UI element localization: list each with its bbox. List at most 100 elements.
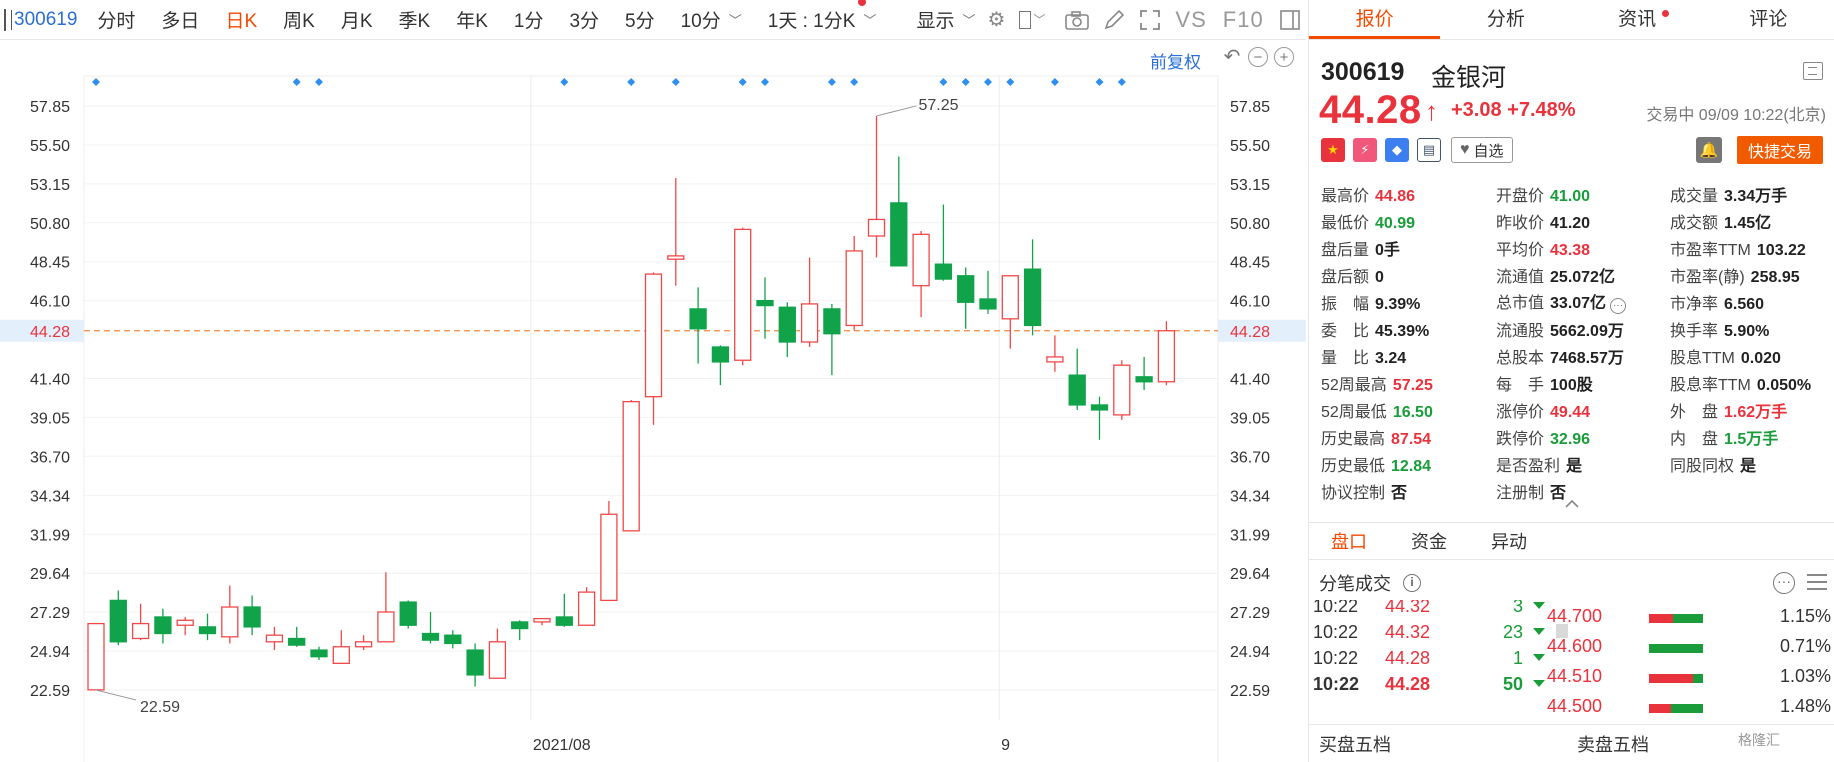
tab-news[interactable]: 资讯	[1572, 0, 1703, 39]
candlestick-chart[interactable]: 57.85 57.85 55.50 55.50 53.15 53.15 50.80 50.80…	[0, 40, 1306, 762]
tab-quarterly-k[interactable]: 季K	[398, 11, 431, 32]
collapse-chevron-icon[interactable]	[1565, 500, 1579, 508]
info-icon[interactable]: i	[1403, 574, 1421, 592]
candle-body[interactable]	[1046, 356, 1064, 363]
event-marker-icon[interactable]	[1095, 78, 1104, 86]
tab-weekly-k[interactable]: 周K	[283, 11, 315, 32]
tab-daily-k[interactable]: 日K	[225, 11, 258, 32]
tab-yidong[interactable]: 异动	[1491, 532, 1527, 552]
candle-body[interactable]	[845, 250, 863, 327]
candle-body[interactable]	[265, 634, 284, 643]
candle-body[interactable]	[131, 622, 150, 640]
candle-body[interactable]	[734, 228, 752, 361]
event-marker-icon[interactable]	[627, 78, 636, 86]
event-marker-icon[interactable]	[738, 78, 747, 86]
sidebar-toggle-icon[interactable]	[1279, 7, 1300, 33]
candle-body[interactable]	[577, 591, 596, 626]
event-marker-icon[interactable]	[315, 78, 323, 86]
candle-body[interactable]	[1023, 268, 1042, 327]
display-chevron-icon[interactable]: ﹀	[962, 13, 976, 28]
candle-body[interactable]	[221, 606, 239, 638]
fuquan-toggle[interactable]: 前复权	[1150, 53, 1201, 72]
event-marker-icon[interactable]	[560, 78, 569, 86]
zoom-out-icon[interactable]: −	[1248, 47, 1268, 67]
event-marker-icon[interactable]	[984, 78, 992, 86]
list-icon[interactable]	[1807, 574, 1827, 590]
candle-body[interactable]	[198, 626, 217, 635]
candle-body[interactable]	[533, 617, 551, 623]
candle-body[interactable]	[912, 233, 930, 287]
event-marker-icon[interactable]	[1117, 78, 1126, 86]
note-icon[interactable]: ▤	[1417, 138, 1441, 162]
candle-body[interactable]	[154, 616, 172, 635]
camera-icon[interactable]	[1065, 7, 1090, 33]
menu-icon[interactable]	[1803, 62, 1823, 80]
more-icon[interactable]: ···	[1773, 572, 1795, 594]
candle-body[interactable]	[711, 346, 730, 363]
candle-body[interactable]	[243, 606, 261, 628]
candle-body[interactable]	[622, 400, 640, 532]
candle-body[interactable]	[109, 599, 127, 643]
event-marker-icon[interactable]	[1006, 78, 1015, 86]
candle-body[interactable]	[354, 641, 373, 648]
event-marker-icon[interactable]	[850, 78, 859, 86]
tab-pankou[interactable]: 盘口	[1331, 532, 1367, 552]
square-style-icon[interactable]: ﹀	[1019, 7, 1045, 33]
fullscreen-icon[interactable]	[1139, 7, 1161, 33]
more-periods-chevron-icon[interactable]: ﹀	[728, 13, 742, 28]
event-marker-icon[interactable]	[292, 78, 301, 86]
candle-body[interactable]	[555, 616, 573, 626]
display-menu[interactable]: 显示	[916, 11, 955, 32]
candle-body[interactable]	[644, 273, 663, 398]
candle-body[interactable]	[979, 298, 997, 310]
candle-body[interactable]	[399, 601, 417, 626]
tab-1min[interactable]: 1分	[513, 11, 544, 32]
flash-icon[interactable]: ⚡	[1353, 138, 1377, 162]
candle-body[interactable]	[488, 641, 507, 679]
candle-body[interactable]	[377, 611, 395, 643]
add-watchlist-button[interactable]: ♥ 自选	[1451, 137, 1513, 163]
event-marker-icon[interactable]	[92, 78, 100, 86]
candle-body[interactable]	[957, 275, 975, 303]
candle-body[interactable]	[1135, 376, 1153, 383]
candle-body[interactable]	[867, 218, 886, 237]
candle-body[interactable]	[176, 619, 194, 626]
buy-five-label[interactable]: 买盘五档	[1319, 734, 1391, 755]
candle-body[interactable]	[778, 306, 796, 343]
candle-body[interactable]	[310, 649, 328, 658]
candle-body[interactable]	[421, 632, 440, 641]
candle-body[interactable]	[288, 637, 306, 646]
tab-quote[interactable]: 报价	[1309, 0, 1441, 39]
event-marker-icon[interactable]	[671, 78, 680, 86]
event-marker-icon[interactable]	[1050, 78, 1059, 86]
tab-5min[interactable]: 5分	[625, 11, 655, 32]
candle-body[interactable]	[1113, 364, 1131, 416]
toolbar-stock-code[interactable]: 300619	[14, 8, 78, 30]
f10-button[interactable]: F10	[1222, 6, 1264, 32]
candle-body[interactable]	[689, 308, 707, 330]
tab-10min[interactable]: 10分	[680, 11, 721, 32]
candle-body[interactable]	[332, 646, 350, 664]
candle-body[interactable]	[511, 621, 529, 630]
candle-body[interactable]	[1001, 275, 1019, 320]
event-marker-icon[interactable]	[761, 78, 769, 86]
sell-five-label[interactable]: 卖盘五档	[1577, 734, 1649, 755]
candle-body[interactable]	[890, 202, 908, 267]
tab-comments[interactable]: 评论	[1749, 9, 1788, 30]
candle-body[interactable]	[600, 513, 618, 602]
tab-analysis[interactable]: 分析	[1486, 9, 1525, 30]
vs-compare-button[interactable]: VS	[1175, 6, 1207, 32]
tab-yearly-k[interactable]: 年K	[456, 11, 488, 32]
pencil-icon[interactable]	[1103, 7, 1125, 33]
china-flag-icon[interactable]: ★	[1321, 138, 1345, 162]
candle-body[interactable]	[756, 299, 774, 307]
candle-body[interactable]	[667, 255, 685, 260]
event-marker-icon[interactable]	[961, 78, 970, 86]
tab-fenshi[interactable]: 分时	[97, 11, 136, 32]
event-marker-icon[interactable]	[827, 78, 836, 86]
candle-body[interactable]	[823, 308, 841, 335]
bell-icon[interactable]: 🔔	[1696, 137, 1722, 163]
period-chevron-icon[interactable]: ﹀	[863, 13, 877, 28]
more-icon[interactable]: ···	[1610, 298, 1627, 314]
reset-icon[interactable]: ↶	[1223, 46, 1241, 68]
